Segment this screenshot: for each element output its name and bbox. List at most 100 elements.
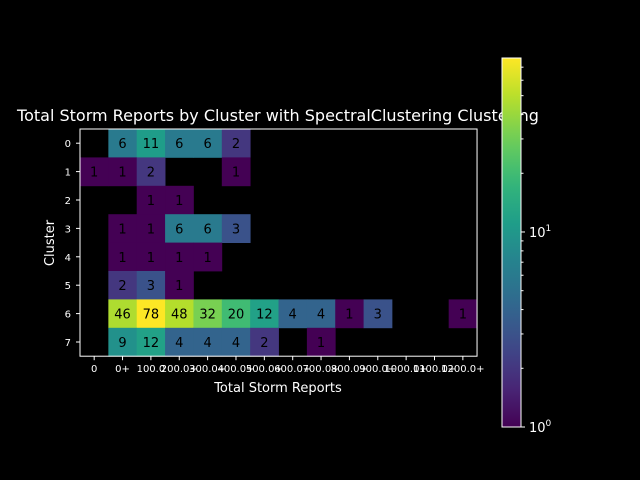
cell-label: 11 — [143, 137, 160, 152]
cell-label: 2 — [260, 336, 268, 351]
colorbar-tick-label: 100 — [529, 419, 552, 436]
heatmap-cell — [250, 327, 279, 357]
colorbar: 100 101 — [501, 57, 552, 436]
heatmap-cell — [165, 271, 194, 300]
cell-label: 48 — [171, 308, 188, 323]
cell-label: 1 — [90, 166, 98, 181]
cell-label: 6 — [203, 222, 211, 237]
heatmap-cell — [165, 214, 194, 243]
heatmap-cell — [136, 129, 166, 158]
heatmap-cell — [108, 214, 138, 243]
cell-label: 1 — [317, 336, 325, 351]
x-tick-label: 600.0+ — [274, 364, 311, 375]
x-tick-label: 100.0 — [137, 364, 166, 375]
heatmap-cell — [108, 242, 138, 272]
cell-label: 9 — [118, 336, 126, 351]
cell-label: 1 — [175, 194, 183, 209]
cell-label: 4 — [289, 308, 297, 323]
cell-label: 1 — [118, 222, 126, 237]
cell-label: 2 — [118, 279, 126, 294]
y-tick-label: 2 — [65, 196, 71, 207]
heatmap-cell — [136, 185, 166, 215]
heatmap-cell — [165, 299, 194, 329]
heatmap-cell — [136, 327, 166, 357]
cell-label: 1 — [147, 194, 155, 209]
heatmap-cell — [108, 271, 138, 300]
cell-label: 1 — [203, 251, 211, 266]
heatmap-cell — [108, 129, 138, 158]
cell-label: 2 — [232, 137, 240, 152]
cell-label: 1 — [147, 222, 155, 237]
heatmap-cell — [278, 299, 308, 329]
heatmap-cell — [108, 157, 138, 187]
cell-label: 4 — [175, 336, 183, 351]
heatmap-cell — [165, 185, 194, 215]
cell-label: 1 — [175, 279, 183, 294]
cell-label: 1 — [232, 166, 240, 181]
x-tick-label: 300.0+ — [189, 364, 226, 375]
heatmap-cell — [80, 157, 109, 187]
y-tick-label: 6 — [65, 310, 71, 321]
heatmap-cell — [221, 214, 251, 243]
cell-label: 2 — [147, 166, 155, 181]
heatmap-cell — [448, 299, 478, 329]
heatmap-cell — [136, 242, 166, 272]
heatmap-cell — [193, 299, 223, 329]
x-tick-label: 700.0+ — [303, 364, 340, 375]
x-tick-label: 200.0+ — [161, 364, 198, 375]
heatmap-cell — [221, 157, 251, 187]
cell-label: 1 — [118, 251, 126, 266]
heatmap-cell — [136, 157, 166, 187]
heatmap-cell — [221, 327, 251, 357]
cell-label: 1 — [345, 308, 353, 323]
heatmap-cell — [165, 327, 194, 357]
cell-label: 1 — [175, 251, 183, 266]
heatmap-cell — [193, 129, 223, 158]
heatmap-cell — [108, 299, 138, 329]
heatmap-cell — [335, 299, 364, 329]
heatmap-cell — [165, 129, 194, 158]
heatmap-cell — [193, 327, 223, 357]
heatmap-cell — [193, 214, 223, 243]
heatmap-cell — [306, 299, 336, 329]
x-tick-label: 1200.0+ — [441, 364, 484, 375]
heatmap-cell — [136, 299, 166, 329]
heatmap-cell — [221, 129, 251, 158]
cell-label: 20 — [228, 308, 245, 323]
x-tick-label: 1000.0+ — [384, 364, 427, 375]
plot-area: 6 11 6 6 21 1 2 11 11 1 6 6 31 1 1 12 3 146 78 48 32 20 12 4 4 1 3… — [65, 128, 485, 375]
heatmap-cell — [165, 242, 194, 272]
heatmap-cell — [250, 299, 279, 329]
y-tick-label: 0 — [65, 139, 71, 150]
cell-label: 4 — [203, 336, 211, 351]
cell-label: 1 — [459, 308, 467, 323]
x-tick-label: 0+ — [115, 364, 130, 375]
y-axis-label: Cluster — [43, 219, 58, 266]
cell-label: 6 — [203, 137, 211, 152]
colorbar-frame — [501, 57, 522, 428]
cell-label: 3 — [147, 279, 155, 294]
y-tick-label: 4 — [65, 253, 71, 264]
cell-label: 3 — [374, 308, 382, 323]
chart-title: Total Storm Reports by Cluster with Spec… — [16, 106, 539, 125]
heatmap-cell — [136, 271, 166, 300]
x-axis-label: Total Storm Reports — [213, 381, 342, 396]
cell-label: 12 — [143, 336, 160, 351]
cell-label: 32 — [199, 308, 216, 323]
x-tick-label: 500.0+ — [246, 364, 283, 375]
colorbar-gradient — [502, 58, 521, 427]
cell-label: 3 — [232, 222, 240, 237]
x-tick-label: 0 — [91, 364, 97, 375]
colorbar-tick-label: 101 — [529, 224, 551, 241]
cell-label: 6 — [175, 137, 183, 152]
y-tick-label: 5 — [65, 281, 71, 292]
heatmap-cell — [363, 299, 393, 329]
cell-label: 6 — [175, 222, 183, 237]
y-tick-label: 1 — [65, 168, 71, 179]
y-tick-label: 3 — [65, 224, 71, 235]
heatmap-cell — [136, 214, 166, 243]
cell-label: 12 — [256, 308, 273, 323]
cell-label: 6 — [118, 137, 126, 152]
cell-label: 4 — [317, 308, 325, 323]
heatmap-cell — [193, 242, 223, 272]
